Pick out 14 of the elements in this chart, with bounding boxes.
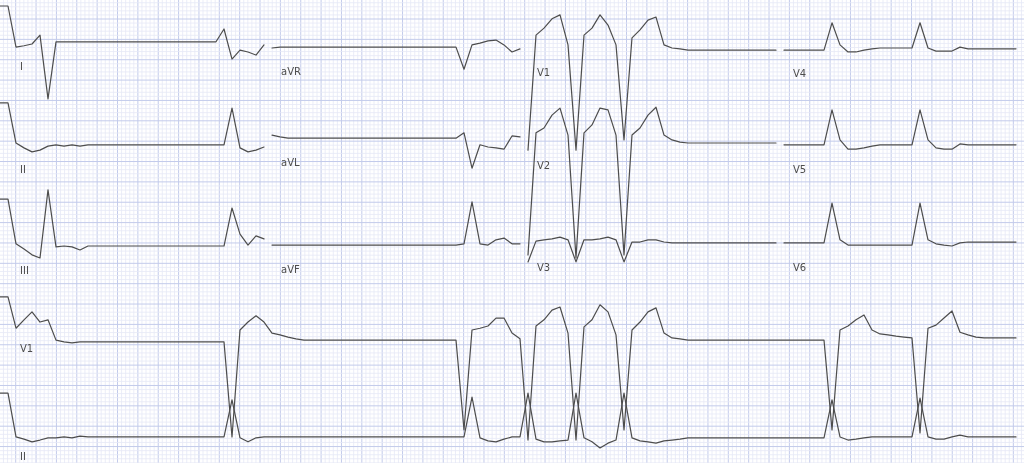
series-label: V5 [793,163,807,175]
series-label: II [20,451,26,462]
series-label: aVF [281,264,300,276]
series-label: aVR [281,66,301,78]
series-label: V4 [793,67,807,79]
series-label: V6 [793,261,807,273]
series-label: I [20,60,23,72]
series-label: V3 [537,261,551,273]
series-label: V1 [20,343,34,355]
series-label: III [20,265,29,277]
series-label: II [20,163,26,175]
series-label: aVL [281,157,300,169]
series-label: V1 [537,67,551,79]
series-label: V2 [537,160,551,172]
